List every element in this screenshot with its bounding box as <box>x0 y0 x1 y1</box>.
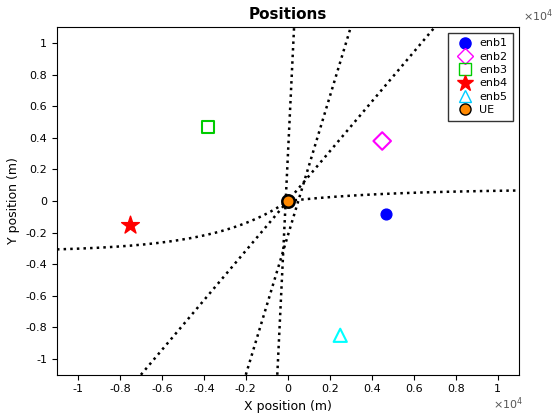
Text: $\times10^4$: $\times10^4$ <box>493 396 523 412</box>
Text: $\times10^4$: $\times10^4$ <box>523 7 553 24</box>
Y-axis label: Y position (m): Y position (m) <box>7 158 20 244</box>
Point <box>382 210 391 217</box>
Point <box>336 332 345 339</box>
Point <box>204 123 213 130</box>
X-axis label: X position (m): X position (m) <box>244 400 332 413</box>
Point <box>378 138 387 144</box>
Legend: enb1, enb2, enb3, enb4, enb5, UE: enb1, enb2, enb3, enb4, enb5, UE <box>448 33 513 121</box>
Title: Positions: Positions <box>249 7 327 22</box>
Point <box>283 198 292 205</box>
Point <box>126 221 135 228</box>
